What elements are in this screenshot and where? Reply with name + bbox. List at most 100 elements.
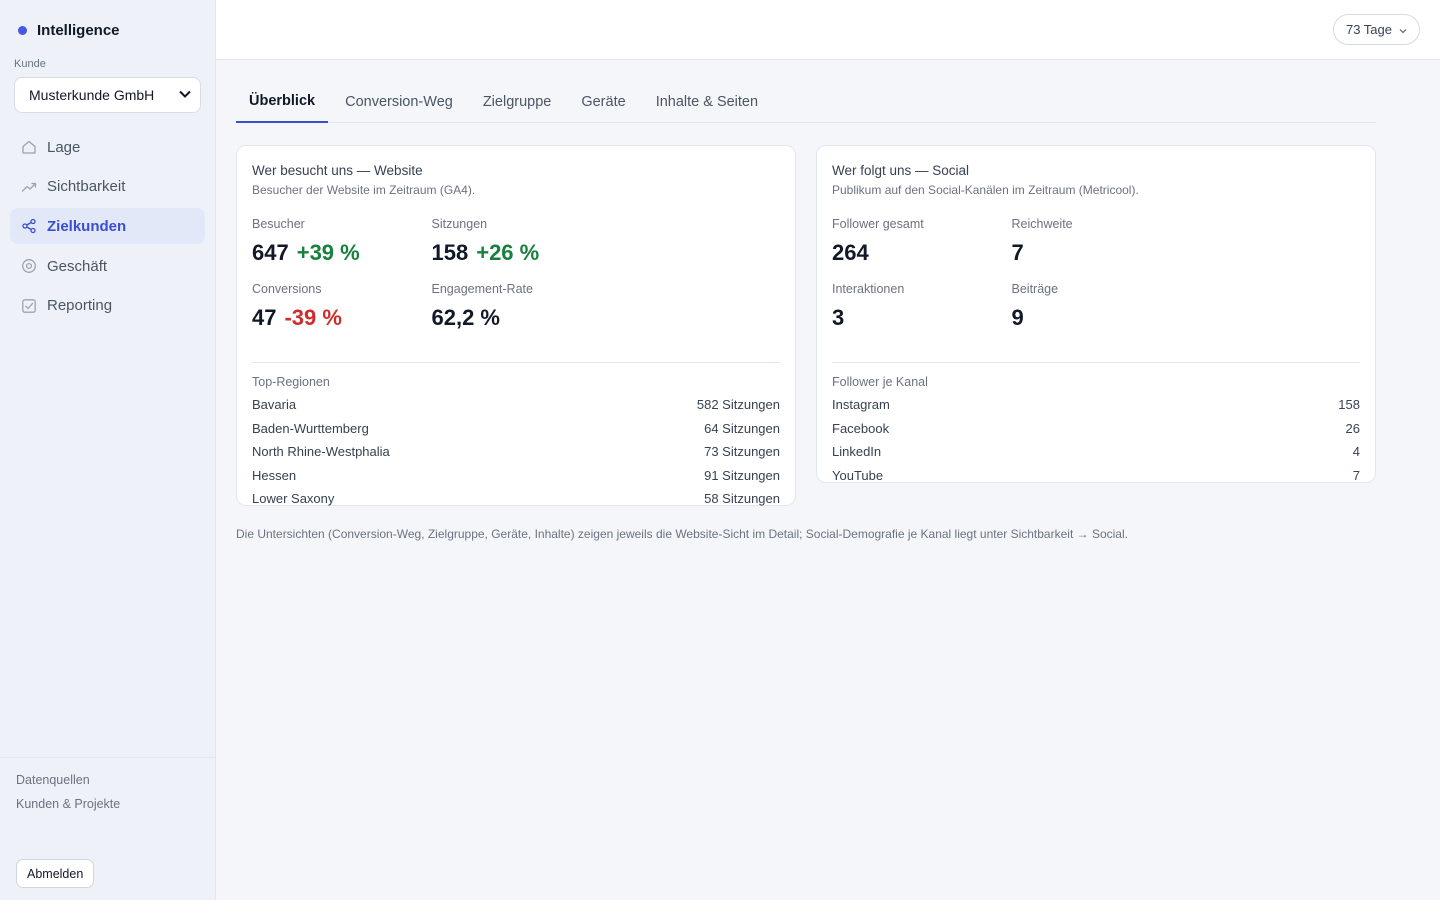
sidebar-footer: Datenquellen Kunden & Projekte xyxy=(0,757,215,834)
kpi-reichweite: Reichweite 7 xyxy=(1012,217,1192,282)
sidebar-nav: Lage Sichtbarkeit Zielkunden Geschäft Re… xyxy=(10,129,205,327)
sidebar: Intelligence Kunde Musterkunde GmbH Lage… xyxy=(0,0,216,900)
channel-name: YouTube xyxy=(832,467,884,483)
date-range-value: 73 Tage xyxy=(1345,22,1392,37)
kpi-besucher: Besucher 647 +39 % xyxy=(252,217,432,282)
kpi-label: Beiträge xyxy=(1011,282,1059,296)
list-item: Hessen 91 Sitzungen xyxy=(252,464,780,488)
tab-geraete[interactable]: Geräte xyxy=(581,93,626,110)
channel-value: 26 xyxy=(1345,420,1360,436)
card-subtitle: Besucher der Website im Zeitraum (GA4). xyxy=(252,183,476,197)
kpi-value: 158 +26 % xyxy=(432,240,612,266)
tab-conversion-weg[interactable]: Conversion-Weg xyxy=(345,93,453,110)
topbar: 73 Tage xyxy=(216,0,1440,60)
tab-inhalte-seiten[interactable]: Inhalte & Seiten xyxy=(655,93,759,110)
kpi-value: 264 xyxy=(832,240,1012,266)
chevron-down-icon xyxy=(179,89,191,101)
brand-title: Intelligence xyxy=(37,22,120,39)
kpi-number: 47 xyxy=(252,305,277,330)
kpi-beitraege: Beiträge 9 xyxy=(1012,282,1192,347)
list-title: Top-Regionen xyxy=(252,375,330,389)
data-sources-link[interactable]: Datenquellen xyxy=(16,773,90,787)
kpi-grid: Follower gesamt 264 Reichweite 7 Interak… xyxy=(832,217,1360,347)
tab-ueberblick[interactable]: Überblick xyxy=(236,80,329,123)
region-value: 91 Sitzungen xyxy=(704,467,780,483)
kpi-number: 264 xyxy=(832,240,869,265)
tab-zielgruppe[interactable]: Zielgruppe xyxy=(482,93,552,110)
list-item: Instagram 158 xyxy=(832,393,1360,417)
list-item: Lower Saxony 58 Sitzungen xyxy=(252,487,780,511)
region-name: North Rhine-Westphalia xyxy=(252,444,390,460)
share-icon xyxy=(21,218,37,234)
card-subtitle: Publikum auf den Social-Kanälen im Zeitr… xyxy=(832,183,1139,197)
kpi-number: 62,2 % xyxy=(431,305,501,330)
region-name: Hessen xyxy=(252,467,297,483)
kpi-label: Conversions xyxy=(252,282,322,296)
list-title: Follower je Kanal xyxy=(832,375,928,389)
kpi-sitzungen: Sitzungen 158 +26 % xyxy=(432,217,612,282)
sidebar-item-label: Zielkunden xyxy=(47,217,127,235)
regions-list: Bavaria 582 Sitzungen Baden-Wurttemberg 64… xyxy=(252,393,780,511)
region-value: 58 Sitzungen xyxy=(704,491,780,507)
clients-projects-link[interactable]: Kunden & Projekte xyxy=(16,797,121,811)
sidebar-item-label: Reporting xyxy=(47,297,113,315)
list-item: LinkedIn 4 xyxy=(832,440,1360,464)
sidebar-item-geschaeft[interactable]: Geschäft xyxy=(10,248,205,284)
divider xyxy=(252,362,780,363)
website-card: Wer besucht uns — Website Besucher der W… xyxy=(236,145,796,506)
kpi-label: Reichweite xyxy=(1011,217,1073,231)
trend-icon xyxy=(21,179,37,195)
home-icon xyxy=(21,139,37,155)
kpi-label: Sitzungen xyxy=(431,217,488,231)
region-value: 582 Sitzungen xyxy=(696,397,780,413)
channel-value: 158 xyxy=(1338,397,1360,413)
region-name: Lower Saxony xyxy=(252,491,335,507)
brand-dot-icon xyxy=(18,26,27,35)
kpi-number: 647 xyxy=(252,240,289,265)
client-label: Kunde xyxy=(14,58,46,70)
kpi-label: Interaktionen xyxy=(832,282,905,296)
chevron-down-icon xyxy=(1399,26,1407,37)
kpi-number: 7 xyxy=(1011,240,1024,265)
card-title: Wer besucht uns — Website xyxy=(252,163,423,178)
kpi-value: 647 +39 % xyxy=(252,240,432,266)
kpi-delta: +26 % xyxy=(476,240,540,265)
kpi-conversions: Conversions 47 -39 % xyxy=(252,282,432,347)
sidebar-item-label: Geschäft xyxy=(47,257,108,275)
kpi-value: 7 xyxy=(1012,240,1192,266)
channel-name: LinkedIn xyxy=(832,444,882,460)
checkbox-icon xyxy=(21,298,37,314)
channel-value: 4 xyxy=(1352,444,1360,460)
social-card: Wer folgt uns — Social Publikum auf den … xyxy=(816,145,1376,483)
kpi-interaktionen: Interaktionen 3 xyxy=(832,282,1012,347)
brand: Intelligence xyxy=(18,22,120,39)
sidebar-item-lage[interactable]: Lage xyxy=(10,129,205,165)
list-item: Bavaria 582 Sitzungen xyxy=(252,393,780,417)
sidebar-item-zielkunden[interactable]: Zielkunden xyxy=(10,208,205,245)
kpi-grid: Besucher 647 +39 % Sitzungen 158 +26 % C… xyxy=(252,217,780,347)
client-select[interactable]: Musterkunde GmbH xyxy=(14,77,201,113)
kpi-value: 9 xyxy=(1012,305,1192,331)
kpi-value: 3 xyxy=(832,305,1012,331)
kpi-follower-gesamt: Follower gesamt 264 xyxy=(832,217,1012,282)
region-name: Bavaria xyxy=(252,397,297,413)
tab-bar: Überblick Conversion-Weg Zielgruppe Gerä… xyxy=(236,80,1376,123)
channel-name: Instagram xyxy=(832,397,890,413)
divider xyxy=(832,362,1360,363)
sidebar-item-sichtbarkeit[interactable]: Sichtbarkeit xyxy=(10,169,205,205)
list-item: Facebook 26 xyxy=(832,417,1360,441)
sidebar-item-label: Lage xyxy=(47,138,81,156)
channels-list: Instagram 158 Facebook 26 LinkedIn 4 YouTub… xyxy=(832,393,1360,487)
list-item: North Rhine-Westphalia 73 Sitzungen xyxy=(252,440,780,464)
kpi-label: Engagement-Rate xyxy=(431,282,533,296)
channel-name: Facebook xyxy=(832,420,890,436)
kpi-value: 62,2 % xyxy=(432,305,612,331)
sidebar-item-reporting[interactable]: Reporting xyxy=(10,288,205,324)
kpi-label: Besucher xyxy=(252,217,305,231)
kpi-delta: -39 % xyxy=(284,305,342,330)
kpi-engagement-rate: Engagement-Rate 62,2 % xyxy=(432,282,612,347)
logout-button[interactable]: Abmelden xyxy=(16,859,95,888)
list-item: YouTube 7 xyxy=(832,464,1360,488)
date-range-dropdown[interactable]: 73 Tage xyxy=(1332,14,1420,45)
channel-value: 7 xyxy=(1352,467,1360,483)
